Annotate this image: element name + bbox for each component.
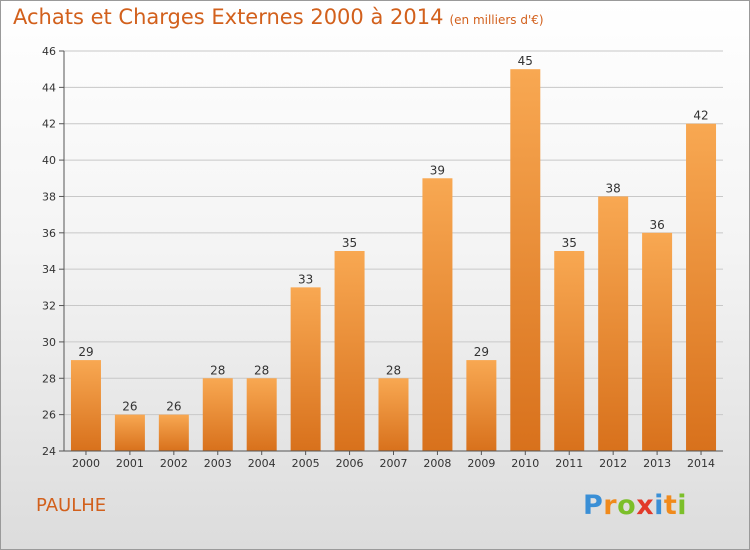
bar-value-label: 38 xyxy=(606,181,621,195)
x-tick-label: 2009 xyxy=(467,457,495,470)
logo-letter: i xyxy=(677,490,688,521)
bar-2009 xyxy=(466,360,497,451)
bar-value-label: 28 xyxy=(210,363,225,377)
bar-2007 xyxy=(378,378,409,451)
x-tick-label: 2001 xyxy=(116,457,144,470)
logo-letter: t xyxy=(663,490,678,521)
bar-value-label: 33 xyxy=(298,272,313,286)
bar-value-label: 36 xyxy=(649,218,664,232)
logo-letter: x xyxy=(636,490,655,521)
y-tick-label: 28 xyxy=(42,372,56,385)
bar-2010 xyxy=(510,69,541,451)
bar-2013 xyxy=(642,232,673,451)
bar-value-label: 35 xyxy=(562,236,577,250)
bars: 29 26 26 28 28 33 35 28 39 29 45 35 38 36 42 xyxy=(70,54,717,452)
axes: 24 26 28 30 32 34 36 38 40 42 44 46 2000 2001 2002 2003… xyxy=(42,45,723,470)
x-tick-label: 2000 xyxy=(72,457,100,470)
y-tick-label: 30 xyxy=(42,336,56,349)
bar-value-label: 39 xyxy=(430,163,445,177)
bar-value-label: 29 xyxy=(474,345,489,359)
y-tick-label: 46 xyxy=(42,45,56,58)
x-tick-label: 2013 xyxy=(643,457,671,470)
x-tick-label: 2014 xyxy=(687,457,715,470)
y-tick-label: 36 xyxy=(42,227,56,240)
bar-value-label: 42 xyxy=(693,109,708,123)
y-tick-label: 24 xyxy=(42,445,56,458)
y-tick-label: 32 xyxy=(42,300,56,313)
x-tick-label: 2008 xyxy=(423,457,451,470)
bar-2006 xyxy=(334,251,365,451)
bar-2002 xyxy=(158,414,189,451)
bar-2014 xyxy=(686,123,717,452)
proxiti-logo[interactable]: Proxiti xyxy=(583,490,687,521)
x-tick-label: 2004 xyxy=(248,457,276,470)
logo-letter: o xyxy=(617,490,637,521)
bar-value-label: 29 xyxy=(78,345,93,359)
bar-2000 xyxy=(70,360,101,451)
x-tick-label: 2006 xyxy=(336,457,364,470)
bar-value-label: 26 xyxy=(166,400,181,414)
bar-2005 xyxy=(290,287,321,451)
bar-value-label: 26 xyxy=(122,400,137,414)
x-tick-label: 2003 xyxy=(204,457,232,470)
chart-title: Achats et Charges Externes 2000 à 2014 (e… xyxy=(13,5,544,29)
y-tick-label: 40 xyxy=(42,154,56,167)
logo-letter: r xyxy=(603,490,618,521)
y-tick-label: 26 xyxy=(42,409,56,422)
y-tick-label: 34 xyxy=(42,263,56,276)
y-tick-label: 42 xyxy=(42,118,56,131)
bar-2004 xyxy=(246,378,277,451)
chart-title-text: Achats et Charges Externes 2000 à 2014 xyxy=(13,5,444,29)
bar-value-label: 28 xyxy=(254,363,269,377)
x-tick-label: 2010 xyxy=(511,457,539,470)
x-tick-label: 2002 xyxy=(160,457,188,470)
logo-letter: P xyxy=(583,490,604,521)
logo-letter: i xyxy=(654,490,664,521)
bar-2011 xyxy=(554,251,585,451)
x-tick-label: 2012 xyxy=(599,457,627,470)
commune-name: PAULHE xyxy=(36,495,107,516)
x-tick-label: 2007 xyxy=(380,457,408,470)
x-tick-label: 2011 xyxy=(555,457,583,470)
bar-value-label: 45 xyxy=(518,54,533,68)
bar-2003 xyxy=(202,378,233,451)
x-tick-label: 2005 xyxy=(292,457,320,470)
bar-value-label: 28 xyxy=(386,363,401,377)
bar-2012 xyxy=(598,196,629,451)
chart-unit-label: (en milliers d'€) xyxy=(449,13,544,27)
y-tick-label: 44 xyxy=(42,81,56,94)
bar-2001 xyxy=(114,414,145,451)
bar-value-label: 35 xyxy=(342,236,357,250)
y-tick-label: 38 xyxy=(42,190,56,203)
bar-2008 xyxy=(422,178,453,452)
